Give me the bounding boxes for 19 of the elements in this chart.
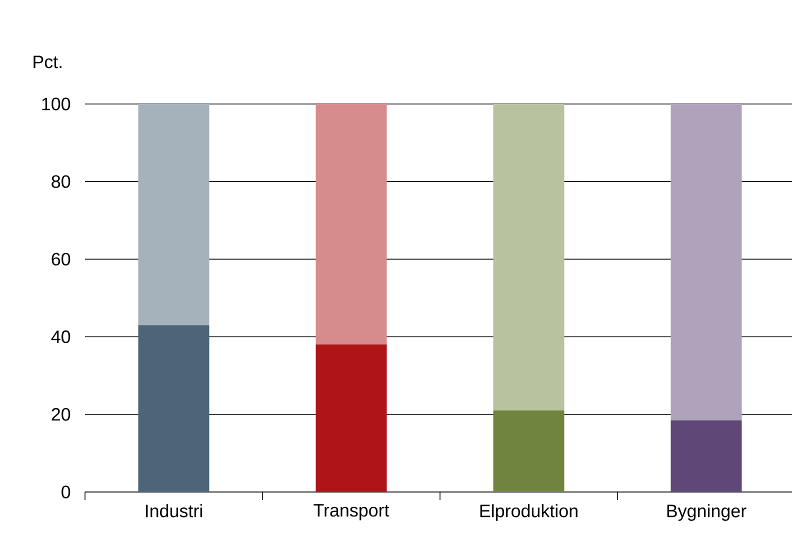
bar	[138, 325, 210, 492]
bar	[493, 410, 564, 492]
bar	[670, 104, 742, 420]
y-tick-label: 40	[51, 330, 70, 344]
bar	[316, 104, 387, 345]
y-tick-label: 0	[62, 486, 70, 498]
bar	[316, 344, 387, 492]
y-tick-label: 20	[52, 408, 70, 421]
x-tick-label: Transport	[314, 504, 390, 520]
x-tick-label: Industri	[146, 504, 202, 518]
bar	[138, 104, 210, 326]
y-tick-label: 60	[52, 252, 70, 266]
y-axis-title: Pct.	[34, 56, 62, 68]
x-tick-label: Elproduktion	[480, 504, 578, 521]
bar	[670, 420, 742, 492]
bar	[493, 104, 564, 411]
y-tick-label: 80	[52, 175, 70, 188]
x-tick-label: Bygninger	[667, 504, 746, 521]
y-tick-label: 100	[42, 98, 70, 110]
